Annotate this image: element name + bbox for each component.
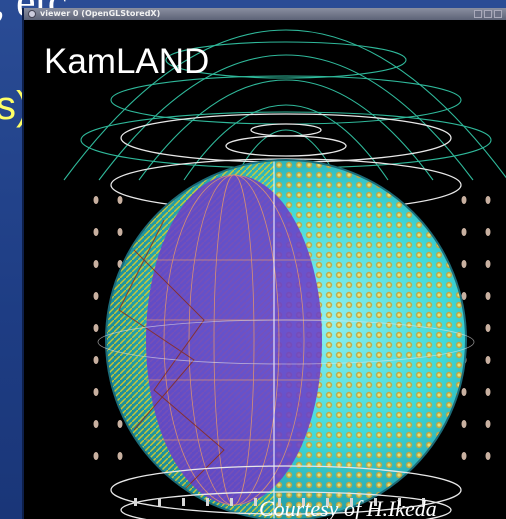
bottom-pmt (158, 498, 161, 506)
window-title: viewer 0 (OpenGLStoredX) (40, 9, 161, 18)
side-pmt (485, 228, 491, 236)
viewer-window: viewer 0 (OpenGLStoredX) (24, 8, 506, 519)
side-pmt (485, 420, 491, 428)
bottom-pmt (398, 498, 401, 506)
window-menu-icon[interactable] (28, 10, 36, 18)
side-pmt (485, 356, 491, 364)
bottom-pmt (206, 498, 209, 506)
side-pmt (461, 388, 467, 396)
bottom-pmt (254, 498, 257, 506)
image-credit: Courtesy of H.Ikeda (259, 496, 437, 519)
minimize-button[interactable] (474, 10, 482, 18)
side-pmt (93, 420, 99, 428)
side-pmt (485, 452, 491, 460)
bottom-pmt (134, 498, 137, 506)
side-pmt (117, 420, 123, 428)
bottom-pmt (374, 498, 377, 506)
kamland-label: KamLAND (44, 42, 210, 81)
side-pmt (461, 260, 467, 268)
side-pmt (117, 452, 123, 460)
bottom-pmt (302, 498, 305, 506)
side-pmt (461, 228, 467, 236)
bottom-pmt (326, 498, 329, 506)
side-pmt (485, 388, 491, 396)
bottom-cylinder-rings (110, 465, 462, 519)
side-pmt (485, 292, 491, 300)
bottom-pmt (230, 498, 233, 506)
side-pmt (117, 228, 123, 236)
side-pmt (461, 420, 467, 428)
side-pmt (93, 324, 99, 332)
side-pmt (485, 196, 491, 204)
bottom-pmt-markers (134, 498, 425, 506)
close-button[interactable] (494, 10, 502, 18)
side-pmt (93, 196, 99, 204)
opengl-viewport[interactable]: KamLAND Courtesy of H.Ikeda (24, 20, 506, 519)
bottom-pmt (422, 498, 425, 506)
side-pmt (93, 356, 99, 364)
side-pmt (93, 228, 99, 236)
bottom-pmt (350, 498, 353, 506)
bottom-pmt (278, 498, 281, 506)
side-pmt (461, 292, 467, 300)
side-pmt (93, 260, 99, 268)
side-pmt (485, 260, 491, 268)
inner-balloon (146, 175, 322, 505)
side-pmt (461, 452, 467, 460)
detector-render (63, 29, 506, 519)
window-titlebar[interactable]: viewer 0 (OpenGLStoredX) (24, 8, 506, 20)
side-pmt (93, 388, 99, 396)
side-pmt (93, 452, 99, 460)
side-pmt (117, 196, 123, 204)
maximize-button[interactable] (484, 10, 492, 18)
side-pmt (93, 292, 99, 300)
bottom-pmt (182, 498, 185, 506)
side-pmt (485, 324, 491, 332)
side-pmt (461, 196, 467, 204)
